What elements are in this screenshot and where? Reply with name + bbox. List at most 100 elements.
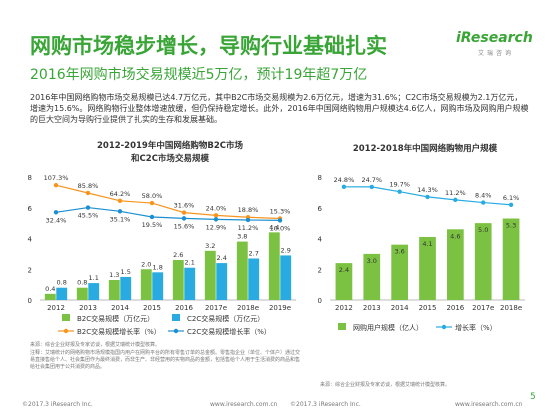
x-tick-label: 2012 bbox=[47, 304, 65, 312]
value-label: 31.6% bbox=[174, 202, 195, 210]
value-label: 6.1% bbox=[503, 194, 520, 202]
line-marker bbox=[85, 190, 91, 196]
bar bbox=[76, 287, 88, 300]
note: 注释：艾瑞统计的网络购物市场规模指国内用户在网购平台的所有零售订单的总金额。零售… bbox=[30, 350, 301, 370]
value-label: 8.4% bbox=[475, 192, 492, 200]
x-tick-label: 2014 bbox=[111, 304, 129, 312]
chart-title: 2012-2019年中国网络购物B2C市场和C2C市场交易规模 bbox=[97, 141, 243, 164]
value-label: 1.5 bbox=[121, 268, 131, 276]
value-label: 2.6 bbox=[173, 251, 183, 259]
y-tick-label: 6 bbox=[28, 205, 33, 213]
x-tick-label: 2015 bbox=[419, 304, 437, 312]
copyright: ©2017.3 iResearch Inc. bbox=[290, 401, 361, 408]
legend-swatch bbox=[338, 323, 346, 330]
value-label: 5.3 bbox=[506, 222, 516, 230]
bar bbox=[268, 232, 280, 300]
bar bbox=[474, 223, 492, 300]
legend-label: C2C交易规模（万亿元） bbox=[187, 314, 264, 323]
value-label: 24.0% bbox=[206, 204, 227, 212]
y-tick-label: 8 bbox=[28, 174, 32, 182]
x-tick-label: 2016 bbox=[446, 304, 464, 312]
y-tick-label: 8 bbox=[318, 174, 322, 182]
value-label: 18.8% bbox=[238, 206, 259, 214]
legend-swatch bbox=[63, 328, 69, 334]
subtitle: 2016年网购市场交易规模近5万亿，预计19年超7万亿 bbox=[30, 67, 368, 83]
bar bbox=[280, 255, 292, 300]
value-label: 4.4 bbox=[269, 223, 279, 231]
bar bbox=[248, 258, 260, 300]
legend-label: B2C交易规模（万亿元） bbox=[77, 314, 154, 323]
value-label: 2.4 bbox=[217, 254, 227, 262]
value-label: 3.2 bbox=[205, 242, 215, 250]
x-tick-label: 2018e bbox=[500, 304, 522, 312]
line-marker bbox=[397, 189, 402, 194]
line-marker bbox=[181, 210, 187, 215]
x-tick-label: 2018e bbox=[237, 304, 259, 312]
bar bbox=[216, 263, 228, 300]
value-label: 2.7 bbox=[249, 249, 259, 257]
value-label: 1.8 bbox=[153, 263, 163, 271]
bar bbox=[184, 267, 196, 300]
bar bbox=[335, 263, 353, 300]
line-marker bbox=[85, 205, 91, 210]
bar bbox=[108, 280, 120, 300]
x-tick-label: 2017e bbox=[472, 304, 494, 312]
value-label: 10.0% bbox=[270, 224, 291, 232]
copyright: ©2017.3 iResearch Inc. bbox=[22, 401, 93, 408]
url: www.iresearch.com.cn bbox=[455, 401, 523, 408]
bar bbox=[391, 244, 408, 300]
x-tick-label: 2015 bbox=[143, 304, 161, 312]
value-label: 45.5% bbox=[78, 212, 99, 220]
value-label: 1.1 bbox=[89, 274, 99, 282]
value-label: 24.7% bbox=[361, 176, 382, 184]
value-label: 4.1 bbox=[422, 240, 432, 248]
value-label: 3.6 bbox=[394, 248, 404, 256]
value-label: 2.1 bbox=[185, 259, 195, 267]
legend-label: B2C交易规模增长率（%） bbox=[77, 327, 161, 336]
legend-swatch bbox=[441, 324, 447, 330]
bar bbox=[88, 283, 100, 300]
line-marker bbox=[341, 184, 347, 190]
legend-label: 网购用户规模（亿人） bbox=[353, 323, 423, 332]
line-marker bbox=[149, 214, 155, 220]
value-label: 15.3% bbox=[270, 207, 291, 215]
value-label: 3.0 bbox=[367, 257, 377, 265]
bar bbox=[172, 260, 184, 300]
value-label: 19.7% bbox=[389, 181, 410, 189]
bar bbox=[120, 276, 132, 300]
value-label: 5.0 bbox=[478, 226, 488, 234]
bar bbox=[447, 229, 464, 300]
page-title: 网购市场稳步增长，导购行业基础扎实 bbox=[30, 34, 387, 58]
line-marker bbox=[369, 184, 374, 190]
bar bbox=[140, 269, 152, 300]
x-tick-label: 2016 bbox=[175, 304, 193, 312]
y-tick-label: 4 bbox=[28, 236, 33, 244]
value-label: 2.4 bbox=[339, 266, 349, 274]
line-marker bbox=[53, 183, 59, 188]
legend-label: C2C交易规模增长率（%） bbox=[187, 327, 271, 336]
value-label: 32.4% bbox=[46, 216, 67, 224]
value-label: 35.1% bbox=[110, 215, 131, 223]
line-marker bbox=[277, 218, 283, 223]
line-marker bbox=[453, 197, 458, 203]
value-label: 19.5% bbox=[142, 221, 163, 229]
x-tick-label: 2013 bbox=[79, 304, 97, 312]
legend-swatch bbox=[172, 314, 180, 321]
bar bbox=[44, 293, 56, 300]
bar bbox=[56, 287, 68, 300]
bar bbox=[204, 250, 216, 300]
value-label: 85.8% bbox=[78, 182, 99, 190]
line-marker bbox=[181, 216, 187, 221]
url: www.iresearch.com.cn bbox=[210, 401, 278, 408]
line-marker bbox=[53, 210, 59, 215]
line-marker bbox=[425, 194, 430, 200]
line-marker bbox=[149, 200, 155, 206]
line-marker bbox=[117, 198, 123, 204]
value-label: 15.6% bbox=[174, 222, 195, 230]
value-label: 4.6 bbox=[450, 232, 460, 240]
source: 来源：综合企业财报及专家访谈，根据艾瑞统计模型核算。 bbox=[30, 342, 161, 348]
value-label: 0.4 bbox=[45, 285, 55, 293]
value-label: 2.0 bbox=[141, 260, 151, 268]
